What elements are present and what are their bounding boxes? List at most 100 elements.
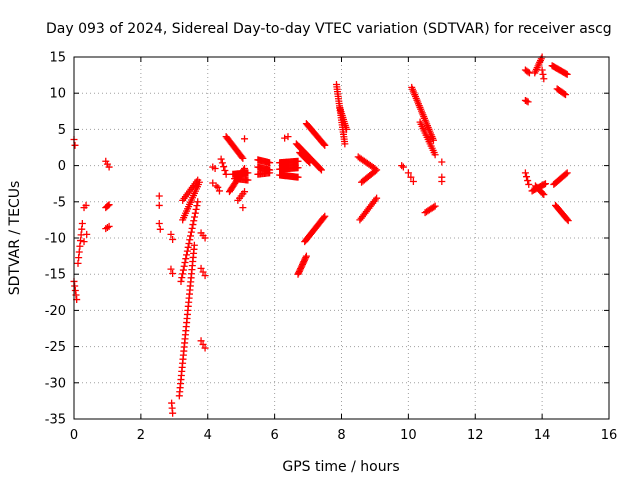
data-point	[562, 170, 570, 178]
data-point	[284, 133, 292, 141]
data-point	[192, 205, 200, 213]
data-point	[294, 173, 302, 181]
data-point	[71, 286, 79, 294]
data-point	[524, 98, 532, 106]
data-point	[523, 97, 531, 105]
data-point	[215, 187, 223, 195]
data-point	[241, 188, 249, 196]
x-tick-label: 16	[601, 428, 618, 443]
data-point	[199, 268, 207, 276]
data-point	[155, 192, 163, 200]
data-point	[524, 68, 532, 76]
data-point	[194, 176, 202, 184]
data-point	[191, 209, 199, 217]
data-point	[404, 169, 412, 177]
data-point	[201, 234, 209, 242]
data-point	[221, 166, 229, 174]
data-point	[244, 176, 252, 184]
data-point	[80, 238, 88, 246]
data-point	[539, 70, 547, 78]
data-point	[540, 180, 548, 188]
data-point	[407, 173, 415, 181]
data-point	[179, 270, 187, 278]
data-point	[562, 70, 570, 78]
x-axis-ticks: 0 2 4 6 8 10 12 14 16	[70, 57, 617, 443]
data-point	[563, 169, 571, 177]
data-point	[431, 202, 439, 210]
data-point	[217, 155, 225, 163]
data-point	[181, 258, 189, 266]
data-point	[185, 240, 193, 248]
data-point	[183, 251, 191, 259]
y-axis-ticks: 15 10 5 0 -5 -10 -15 -20 -25 -30 -35	[45, 51, 609, 428]
data-point	[305, 158, 313, 166]
data-point	[187, 232, 195, 240]
data-point	[105, 163, 113, 171]
y-tick-label: -30	[45, 376, 66, 391]
y-tick-label: -25	[45, 340, 66, 355]
data-point	[186, 236, 194, 244]
data-point	[190, 217, 198, 225]
data-point	[431, 151, 439, 159]
data-point	[105, 222, 113, 230]
data-point	[302, 252, 310, 260]
data-point	[371, 196, 379, 204]
data-point	[563, 215, 571, 223]
y-tick-label: -20	[45, 304, 66, 319]
y-tick-label: 0	[58, 159, 66, 174]
y-tick-label: 5	[58, 123, 66, 138]
data-point	[169, 269, 177, 277]
data-point	[281, 134, 289, 142]
data-point	[239, 204, 247, 212]
data-point	[155, 220, 163, 228]
plot-frame	[73, 56, 610, 420]
data-point	[183, 247, 191, 255]
data-point	[190, 241, 198, 249]
data-point	[177, 277, 185, 285]
data-point	[540, 191, 548, 199]
data-point	[197, 264, 205, 272]
data-point	[78, 220, 86, 228]
data-point	[562, 91, 570, 99]
data-point	[194, 198, 202, 206]
data-point	[197, 337, 205, 345]
y-tick-label: -5	[53, 195, 66, 210]
data-point	[105, 201, 113, 209]
data-point	[373, 194, 381, 202]
data-point	[239, 154, 247, 162]
data-point	[539, 189, 547, 197]
data-point	[199, 340, 207, 348]
data-point	[193, 202, 201, 210]
data-point	[266, 159, 274, 167]
data-point	[222, 170, 230, 178]
data-point	[182, 255, 190, 263]
x-tick-label: 0	[70, 428, 78, 443]
data-point	[238, 153, 246, 161]
data-point	[188, 224, 196, 232]
x-tick-label: 8	[337, 428, 345, 443]
data-point	[409, 178, 417, 186]
data-point	[220, 163, 228, 171]
data-point	[317, 166, 325, 174]
data-point	[430, 203, 438, 211]
data-point	[211, 164, 219, 172]
data-point	[320, 140, 328, 148]
data-point	[294, 164, 302, 172]
data-point	[429, 136, 437, 144]
data-point	[178, 274, 186, 282]
y-tick-label: -10	[45, 232, 66, 247]
data-point	[184, 243, 192, 251]
data-point	[244, 169, 252, 177]
data-point	[399, 163, 407, 171]
data-point	[316, 165, 324, 173]
data-point	[191, 213, 199, 221]
data-point	[438, 158, 446, 166]
data-point	[343, 125, 351, 133]
data-points	[70, 53, 572, 417]
x-tick-label: 2	[137, 428, 145, 443]
data-point	[180, 262, 188, 270]
data-point	[71, 282, 79, 290]
data-point	[438, 178, 446, 186]
data-point	[212, 182, 220, 190]
